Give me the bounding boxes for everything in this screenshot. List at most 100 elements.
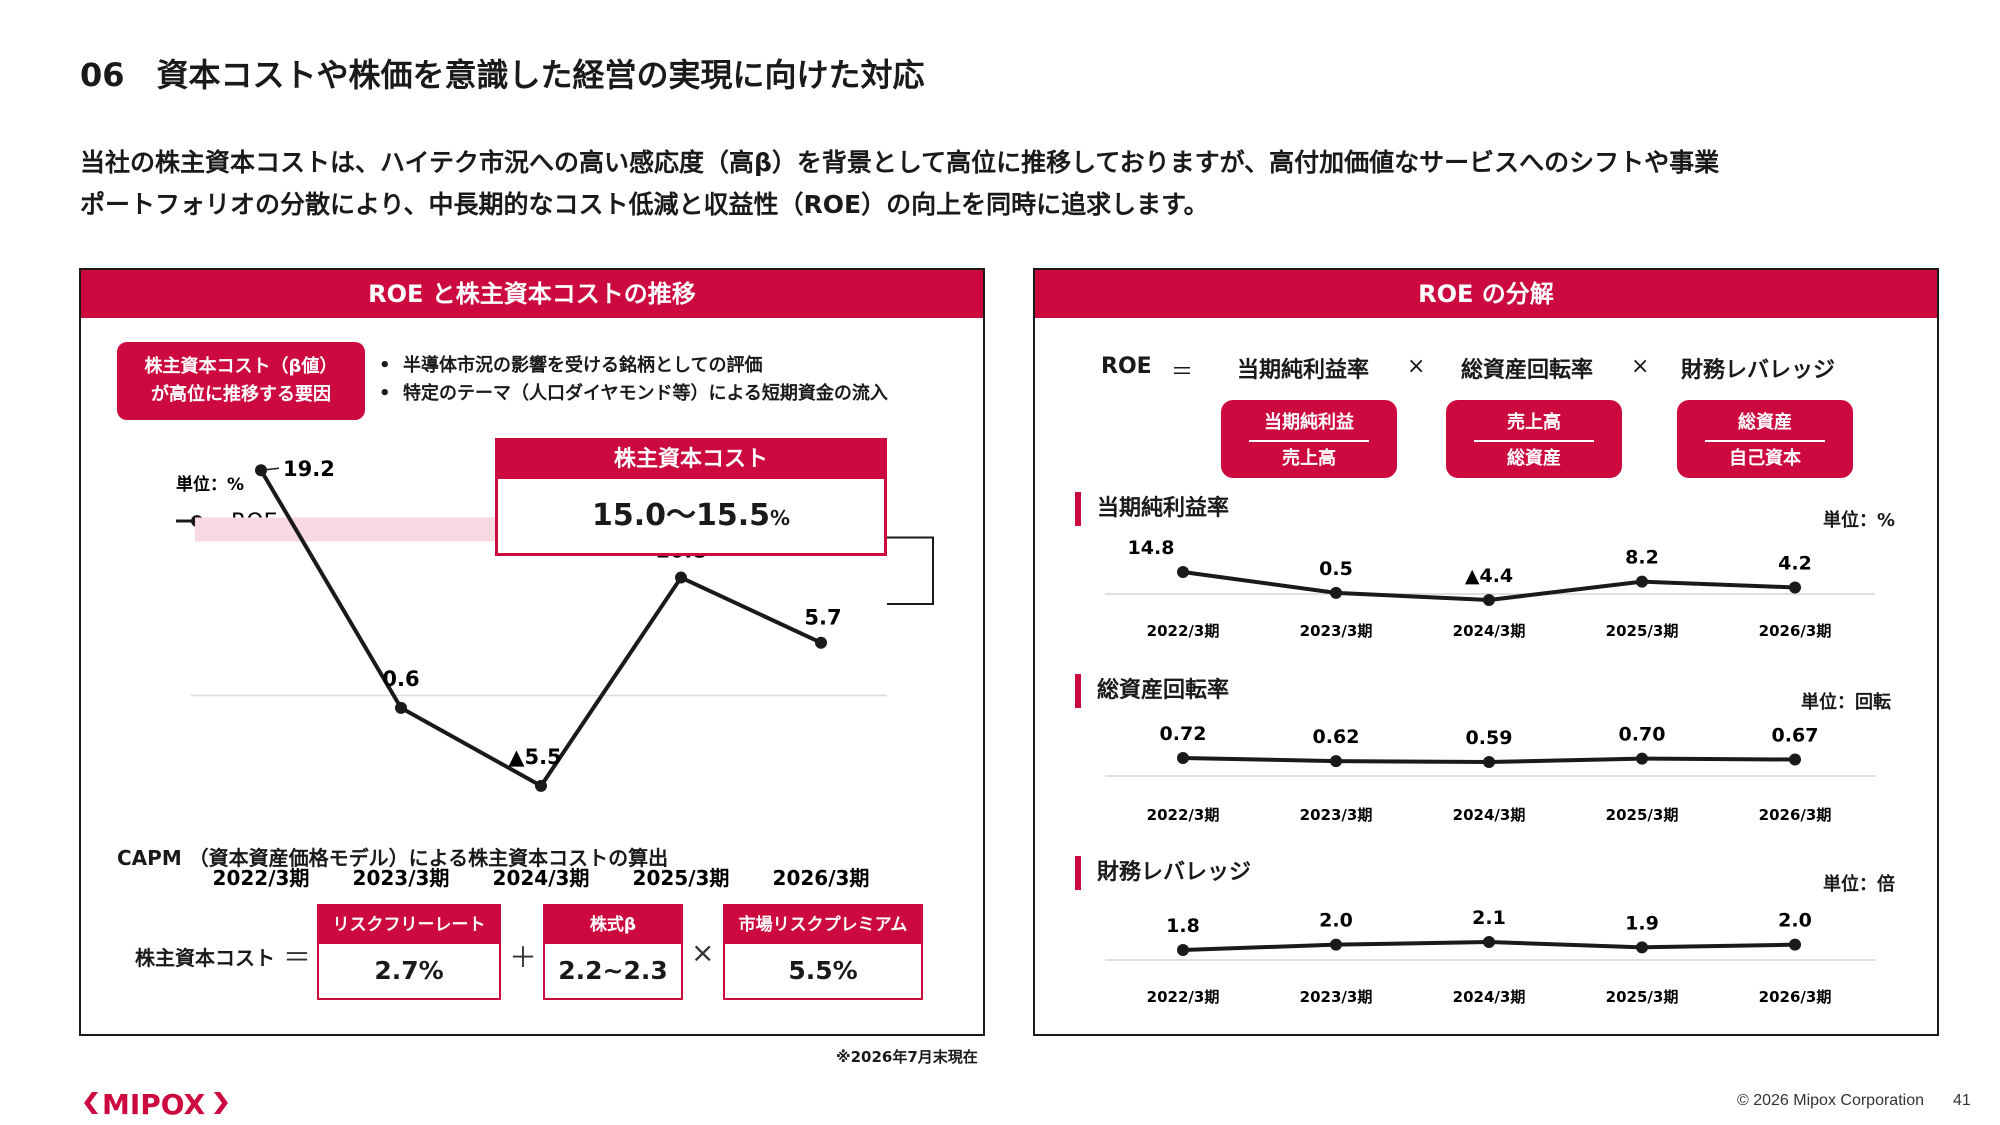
data-label: 4.2 xyxy=(1778,552,1812,574)
risk-free-rate-value: 2.7% xyxy=(374,956,444,985)
data-label: 14.8 xyxy=(1128,537,1175,559)
formula-equals: ＝ xyxy=(1171,360,1194,385)
roe-decomposition-panel-title: ROE の分解 xyxy=(1035,270,1937,318)
x-tick-label: 2025/3期 xyxy=(1606,988,1679,1006)
x-tick-label: 2026/3期 xyxy=(1759,988,1832,1006)
data-label: 0.70 xyxy=(1619,724,1666,746)
cost-of-equity-value: 15.0〜15.5 xyxy=(591,498,770,533)
fraction-bar xyxy=(1474,440,1594,442)
series-point xyxy=(1789,581,1801,594)
x-tick-label: 2022/3期 xyxy=(1147,622,1220,640)
x-tick-label: 2023/3期 xyxy=(1300,622,1373,640)
x-tick-label: 2025/3期 xyxy=(1606,622,1679,640)
x-tick-label: 2024/3期 xyxy=(1453,622,1526,640)
fraction-bar xyxy=(1249,440,1369,442)
beta-label: 株式β xyxy=(545,906,681,944)
data-label: 1.9 xyxy=(1625,912,1659,934)
data-label: 2.0 xyxy=(1778,910,1812,932)
series-point xyxy=(1789,753,1801,766)
net-margin-chart: 14.8 0.5 ▲4.4 8.2 4.2 2022/3期 2023/3期 2024/3期 20… xyxy=(1105,537,1875,640)
fraction-leverage: 総資産 自己資本 xyxy=(1677,400,1853,478)
x-tick-label: 2022/3期 xyxy=(1147,806,1220,824)
fraction-denominator: 自己資本 xyxy=(1729,448,1801,469)
data-label: ▲4.4 xyxy=(1465,565,1513,587)
x-tick-label: 2024/3期 xyxy=(1453,806,1526,824)
capm-equals: ＝ xyxy=(283,941,312,974)
series-point xyxy=(1330,586,1342,599)
beta-factor-label-line1: 株主資本コスト（β値） xyxy=(144,356,338,377)
series-point xyxy=(1636,575,1648,588)
fraction-numerator: 当期純利益 xyxy=(1264,412,1354,433)
capm-lhs: 株主資本コスト xyxy=(135,946,275,970)
capm-times: × xyxy=(691,936,715,969)
fraction-bar xyxy=(1705,440,1825,442)
x-tick-label: 2022/3期 xyxy=(1147,988,1220,1006)
series-point xyxy=(1483,594,1495,606)
series-point xyxy=(1330,755,1342,768)
x-tick-label: 2022/3期 xyxy=(213,866,310,890)
data-label: 0.59 xyxy=(1466,727,1513,749)
series-point xyxy=(1483,936,1495,948)
data-label: 19.2 xyxy=(283,457,335,481)
section-title-leverage: 財務レバレッジ xyxy=(1075,856,1251,890)
x-tick-label: 2023/3期 xyxy=(1300,806,1373,824)
cost-bracket xyxy=(887,536,934,605)
x-tick-label: 2026/3期 xyxy=(1759,806,1832,824)
risk-free-rate-label: リスクフリーレート xyxy=(319,906,499,944)
data-label: 1.8 xyxy=(1166,915,1200,937)
roe-point xyxy=(535,779,547,792)
intro-line-1: 当社の株主資本コストは、ハイテク市況への高い感応度（高β）を背景として高位に推移… xyxy=(80,148,1720,177)
data-label: 2.0 xyxy=(1319,910,1353,932)
formula-term-leverage: 財務レバレッジ xyxy=(1681,358,1836,383)
footnote: ※2026年7月末現在 xyxy=(836,1048,978,1066)
x-tick-label: 2026/3期 xyxy=(1759,622,1832,640)
x-tick-label: 2023/3期 xyxy=(1300,988,1373,1006)
formula-times-2: × xyxy=(1631,354,1650,379)
series-point xyxy=(1636,941,1648,954)
market-risk-premium-label: 市場リスクプレミアム xyxy=(725,906,921,944)
cost-of-equity-title: 株主資本コスト xyxy=(498,441,884,479)
fraction-numerator: 売上高 xyxy=(1507,412,1561,433)
asset-turnover-chart: 0.72 0.62 0.59 0.70 0.67 2022/3期 2023/3期 2024/3… xyxy=(1105,723,1875,824)
data-label: ▲5.5 xyxy=(508,745,561,769)
mipox-logo: MIPOX xyxy=(84,1088,228,1118)
copyright: © 2026 Mipox Corporation xyxy=(1737,1092,1924,1109)
market-risk-premium-box: 市場リスクプレミアム 5.5% xyxy=(723,904,923,1000)
data-label: 0.6 xyxy=(382,667,419,691)
bullet-item: 半導体市況の影響を受ける銘柄としての評価 xyxy=(379,352,888,380)
bullet-item: 特定のテーマ（人口ダイヤモンド等）による短期資金の流入 xyxy=(379,380,888,408)
data-label: 5.7 xyxy=(804,606,841,630)
cost-of-equity-unit: % xyxy=(770,506,791,530)
series-point xyxy=(1177,566,1189,578)
x-tick-label: 2025/3期 xyxy=(1606,806,1679,824)
page-number: 41 xyxy=(1953,1092,1971,1109)
roe-cost-panel-title: ROE と株主資本コストの推移 xyxy=(81,270,983,318)
series-point xyxy=(1177,752,1189,764)
x-tick-label: 2024/3期 xyxy=(493,866,590,890)
beta-factor-label-line2: が高位に推移する要因 xyxy=(151,384,331,405)
series-point xyxy=(1483,756,1495,768)
formula-roe: ROE xyxy=(1101,354,1152,379)
capm-plus: ＋ xyxy=(509,941,538,974)
risk-free-rate-box: リスクフリーレート 2.7% xyxy=(317,904,501,1000)
fraction-denominator: 売上高 xyxy=(1282,448,1336,469)
series-point xyxy=(1636,752,1648,765)
roe-point xyxy=(255,464,267,477)
formula-times-1: × xyxy=(1407,354,1426,379)
series-point xyxy=(1330,938,1342,951)
beta-factor-label: 株主資本コスト（β値） が高位に推移する要因 xyxy=(117,342,365,420)
page-title: 06 資本コストや株価を意識した経営の実現に向けた対応 xyxy=(80,56,925,94)
roe-point xyxy=(395,701,407,714)
logo-text: MIPOX xyxy=(102,1088,206,1118)
beta-box: 株式β 2.2~2.3 xyxy=(543,904,683,1000)
section-unit-asset-turnover: 単位：回転 xyxy=(1801,692,1891,713)
data-label: 8.2 xyxy=(1625,547,1659,569)
cost-of-equity-value-row: 15.0〜15.5% xyxy=(498,479,884,555)
series-point xyxy=(1177,944,1189,956)
cost-of-equity-box: 株主資本コスト 15.0〜15.5% xyxy=(495,438,887,556)
market-risk-premium-value: 5.5% xyxy=(788,956,858,985)
x-tick-label: 2026/3期 xyxy=(773,866,870,890)
data-label: 0.5 xyxy=(1319,558,1353,580)
section-unit-net-margin: 単位：% xyxy=(1823,510,1896,531)
roe-cost-panel: ROE と株主資本コストの推移 株主資本コスト（β値） が高位に推移する要因 半… xyxy=(79,268,985,1036)
